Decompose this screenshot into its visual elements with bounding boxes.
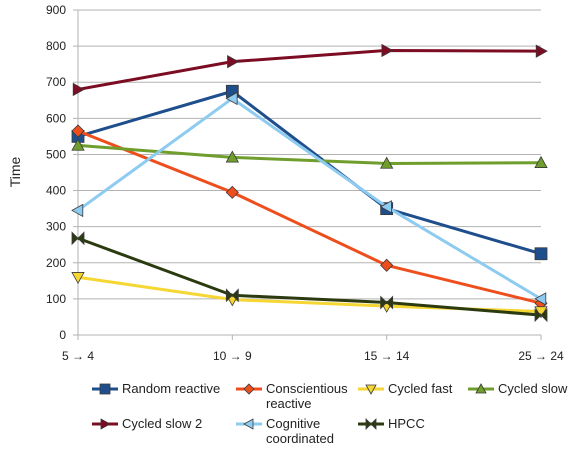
legend-label: Cycled fast [388, 381, 453, 396]
series-4 [72, 43, 548, 97]
y-tick-label: 400 [46, 184, 66, 198]
y-tick-label: 800 [46, 39, 66, 53]
data-point [225, 288, 239, 303]
legend-swatch-marker [365, 384, 377, 395]
legend-swatch-marker [475, 383, 487, 394]
legend-item: Cycled slow [468, 381, 568, 396]
data-point [72, 82, 85, 97]
data-point [71, 231, 85, 246]
legend-swatch-marker [100, 418, 111, 430]
series-line [77, 89, 542, 256]
y-tick-labels: 0 100 200 300 400 500 600 700 800 900 [46, 3, 66, 342]
legend-item: Conscientious reactive [236, 381, 348, 411]
data-point [534, 292, 547, 306]
legend-label: Random reactive [122, 381, 220, 396]
series-line [77, 48, 542, 91]
axes [77, 10, 542, 340]
data-point [71, 203, 84, 218]
data-point [71, 138, 85, 151]
legend-swatch-marker [243, 383, 255, 395]
y-tick-label: 500 [46, 147, 66, 161]
data-point [534, 308, 548, 323]
legend-item: Cycled slow 2 [92, 416, 202, 431]
series-1 [71, 124, 548, 310]
y-tick-label: 700 [46, 75, 66, 89]
data-point [71, 272, 85, 285]
series-3 [71, 138, 548, 169]
data-point [534, 155, 548, 168]
series-6 [71, 231, 548, 323]
data-point [381, 43, 394, 58]
legend-label: Cognitive coordinated [266, 416, 334, 446]
y-tick-label: 300 [46, 220, 66, 234]
legend-item: Random reactive [92, 381, 220, 396]
legend-item: Cognitive coordinated [236, 416, 334, 446]
y-tick-label: 200 [46, 256, 66, 270]
y-tick-label: 100 [46, 292, 66, 306]
series-line [77, 129, 542, 305]
data-point [225, 150, 240, 163]
legend-label: Conscientious reactive [266, 381, 348, 411]
x-tick-label: 15 → 14 [364, 349, 410, 363]
series-5 [71, 91, 547, 306]
x-tick-labels: 5 → 4 10 → 9 15 → 14 25 → 24 [62, 349, 564, 363]
data-point [380, 295, 394, 310]
legend-label: Cycled slow 2 [122, 416, 202, 431]
legend-label-line: Cognitive [266, 416, 320, 431]
data-point [227, 54, 240, 69]
y-tick-label: 900 [46, 3, 66, 17]
y-tick-label: 0 [59, 328, 66, 342]
x-tick-label: 5 → 4 [62, 349, 94, 363]
series-line [77, 236, 542, 317]
x-tick-label: 10 → 9 [213, 349, 252, 363]
series-line [77, 275, 542, 314]
x-tick-label: 25 → 24 [518, 349, 564, 363]
legend-swatch-marker [99, 383, 111, 395]
series-group [71, 43, 548, 323]
series-0 [71, 84, 548, 261]
legend-label: Cycled slow [498, 381, 568, 396]
data-point [379, 200, 392, 214]
legend-item: HPCC [358, 416, 425, 431]
legend-label: HPCC [388, 416, 425, 431]
legend-swatch-marker [365, 418, 377, 430]
legend-label-line: reactive [266, 396, 312, 411]
y-axis-label: Time [7, 156, 23, 187]
data-point [225, 185, 239, 199]
legend-label-line: coordinated [266, 431, 334, 446]
legend: Random reactive Conscientious reactive Cycl… [92, 381, 568, 446]
y-tick-label: 600 [46, 111, 66, 125]
series-line [77, 96, 542, 301]
data-point [534, 247, 548, 261]
data-point [379, 156, 394, 169]
legend-item: Cycled fast [358, 381, 453, 396]
legend-label-line: Conscientious [266, 381, 348, 396]
series-line [77, 143, 542, 165]
data-point [535, 44, 548, 58]
data-point [225, 91, 238, 106]
legend-swatch-marker [243, 418, 254, 430]
data-point [71, 124, 85, 138]
data-point [380, 258, 394, 272]
